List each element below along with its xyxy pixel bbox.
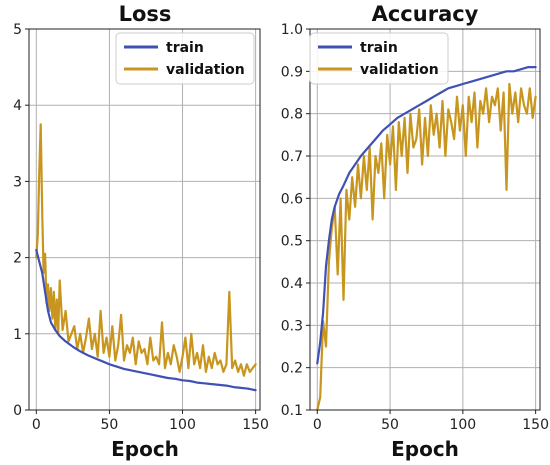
accuracy-y-tick-label: 0.9 [281,64,303,80]
loss-x-axis-label: Epoch [111,437,179,461]
accuracy-y-tick-label: 0.2 [281,361,303,377]
accuracy-panel: Accuracy 0 50 100 1500.10.20.30.40.50.60.70… [281,2,549,461]
loss-x-tick-label: 100 [169,417,196,433]
accuracy-legend-validation-label: validation [360,62,439,78]
loss-ticks: 0 50 100 150 0 1 2 3 4 5 [13,22,269,433]
accuracy-series [316,65,537,412]
accuracy-x-tick-label: 100 [449,417,476,433]
accuracy-legend: train validation [309,32,449,85]
accuracy-ticks: 0 50 100 150 0.1 0.2 0.3 0.4 0.5 0.6 0.7 0.8 0.9 1.0 [281,22,549,433]
accuracy-legend-train-label: train [360,40,398,56]
loss-train-line [35,248,257,392]
loss-y-tick-label: 4 [13,98,22,114]
loss-y-tick-label: 1 [13,327,22,343]
loss-y-tick-label: 3 [13,174,22,190]
loss-x-tick-label: 0 [32,417,41,433]
loss-legend: train validation [115,32,255,85]
loss-y-tick-label: 2 [13,251,22,267]
loss-y-tick-label: 0 [13,403,22,419]
accuracy-title: Accuracy [372,2,479,26]
accuracy-train-line [316,65,537,365]
accuracy-y-tick-label: 0.5 [281,234,303,250]
accuracy-y-tick-label: 0.4 [281,276,303,292]
accuracy-y-tick-label: 0.3 [281,318,303,334]
accuracy-y-tick-label: 0.8 [281,107,303,123]
loss-plot-frame [28,28,261,411]
accuracy-plot-frame [309,28,541,411]
loss-y-tick-label: 5 [13,22,22,38]
loss-validation-line [35,123,257,377]
accuracy-validation-line [316,82,537,412]
accuracy-gridlines [310,28,540,411]
loss-x-tick-label: 50 [100,417,118,433]
loss-panel: Loss 0 50 100 150 0 1 2 3 4 5 Epoch train validat… [13,2,269,461]
accuracy-y-tick-label: 0.6 [281,191,303,207]
accuracy-y-tick-label: 0.7 [281,149,303,165]
accuracy-x-tick-label: 50 [381,417,399,433]
loss-series [35,123,257,392]
loss-x-tick-label: 150 [242,417,269,433]
accuracy-y-tick-label: 1.0 [281,22,303,38]
loss-legend-train-label: train [166,40,204,56]
accuracy-x-axis-label: Epoch [391,437,459,461]
loss-title: Loss [119,2,172,26]
accuracy-x-tick-label: 0 [313,417,322,433]
accuracy-y-tick-label: 0.1 [281,403,303,419]
loss-legend-validation-label: validation [166,62,245,78]
accuracy-x-tick-label: 150 [522,417,549,433]
